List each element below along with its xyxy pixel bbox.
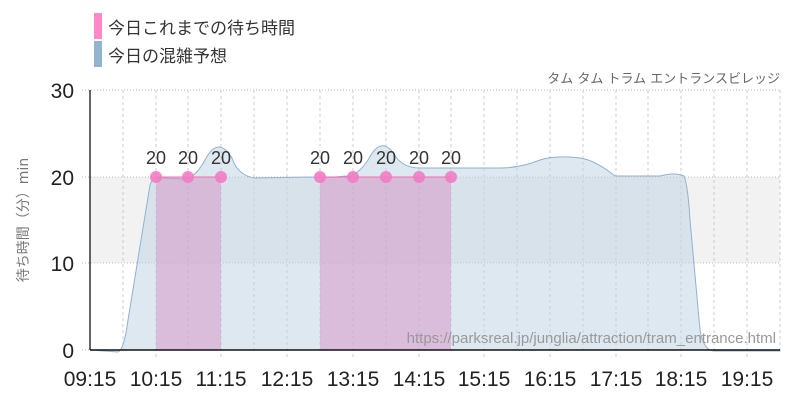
svg-text:13:15: 13:15 — [327, 368, 380, 391]
svg-text:20: 20 — [178, 148, 198, 168]
legend: 今日これまでの待ち時間 今日の混雑予想 — [94, 12, 295, 68]
svg-text:20: 20 — [376, 148, 396, 168]
svg-text:20: 20 — [146, 148, 166, 168]
legend-item-actual[interactable]: 今日これまでの待ち時間 — [94, 12, 295, 40]
data-labels: 20 20 20 20 20 20 20 20 — [146, 148, 461, 168]
svg-text:20: 20 — [51, 167, 74, 190]
svg-text:17:15: 17:15 — [590, 368, 643, 391]
chart-subtitle: タム タム トラム エントランスビレッジ — [547, 72, 780, 87]
svg-text:19:15: 19:15 — [721, 368, 774, 391]
blue-swatch-icon — [94, 41, 102, 67]
svg-text:20: 20 — [409, 148, 429, 168]
pink-swatch-icon — [94, 13, 102, 39]
svg-text:16:15: 16:15 — [524, 368, 577, 391]
svg-text:14:15: 14:15 — [393, 368, 446, 391]
svg-text:0: 0 — [62, 340, 74, 363]
legend-item-forecast[interactable]: 今日の混雑予想 — [94, 40, 295, 68]
watermark-url: https://parksreal.jp/junglia/attraction/… — [407, 330, 776, 347]
y-axis-label: 待ち時間（分）min — [16, 158, 32, 282]
svg-text:18:15: 18:15 — [655, 368, 708, 391]
svg-text:20: 20 — [211, 148, 231, 168]
svg-text:09:15: 09:15 — [64, 368, 117, 391]
y-ticks: 0 10 20 30 — [51, 80, 74, 363]
svg-text:11:15: 11:15 — [196, 368, 247, 391]
svg-text:20: 20 — [310, 148, 330, 168]
x-ticks: 09:15 10:15 11:15 12:15 13:15 14:15 15:1… — [64, 368, 774, 391]
svg-text:15:15: 15:15 — [458, 368, 511, 391]
svg-text:20: 20 — [441, 148, 461, 168]
svg-text:20: 20 — [343, 148, 363, 168]
svg-text:12:15: 12:15 — [261, 368, 314, 391]
actual-points — [150, 171, 457, 183]
svg-text:30: 30 — [51, 80, 74, 103]
svg-text:10: 10 — [51, 253, 74, 276]
legend-label: 今日の混雑予想 — [108, 46, 227, 67]
legend-label: 今日これまでの待ち時間 — [108, 18, 295, 39]
actual-area-1 — [156, 177, 221, 350]
actual-area-2 — [320, 177, 451, 350]
svg-text:10:15: 10:15 — [130, 368, 183, 391]
